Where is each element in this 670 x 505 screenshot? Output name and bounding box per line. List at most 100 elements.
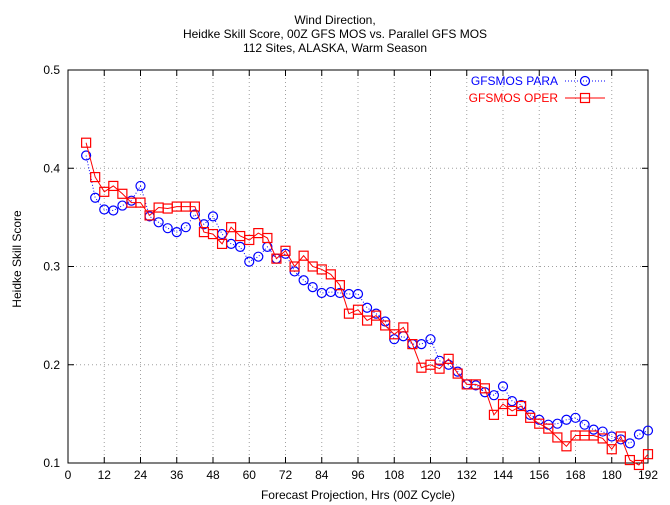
data-point-para: [624, 438, 635, 449]
data-point-para: [343, 288, 355, 300]
data-point-oper: [606, 444, 617, 455]
data-point-oper: [561, 441, 572, 452]
y-tick-label: 0.2: [43, 358, 60, 372]
legend-marker-para: [579, 75, 591, 87]
data-point-para: [135, 180, 146, 192]
data-point-oper: [352, 304, 364, 315]
chart-title-line-1: Wind Direction,: [294, 13, 376, 27]
data-point-oper: [633, 459, 645, 471]
data-point-para: [180, 222, 191, 233]
data-point-para: [488, 390, 500, 401]
data-point-para: [588, 424, 599, 435]
data-point-para: [642, 425, 654, 436]
y-axis-label: Heidke Skill Score: [10, 210, 24, 308]
data-point-para: [552, 418, 563, 429]
data-point-oper: [271, 253, 282, 264]
data-point-oper: [479, 383, 490, 394]
data-point-para: [207, 211, 219, 222]
data-point-oper: [434, 363, 445, 374]
x-tick-label: 72: [279, 468, 293, 482]
x-tick-label: 24: [134, 468, 148, 482]
data-point-oper: [497, 398, 509, 410]
y-tick-label: 0.1: [43, 456, 60, 470]
data-point-oper: [108, 180, 119, 192]
data-point-oper: [325, 269, 336, 280]
data-point-oper: [516, 400, 527, 412]
data-point-oper: [615, 431, 626, 442]
x-tick-label: 96: [351, 468, 365, 482]
chart-title-line-2: Heidke Skill Score, 00Z GFS MOS vs. Para…: [182, 27, 488, 41]
legend-label-para: GFSMOS PARA: [470, 74, 558, 88]
data-point-para: [316, 287, 327, 299]
data-point-oper: [135, 197, 146, 208]
data-point-oper: [443, 353, 454, 364]
x-tick-label: 192: [638, 468, 658, 482]
data-point-para: [361, 302, 373, 313]
data-point-oper: [525, 412, 536, 423]
data-point-para: [633, 429, 645, 440]
x-tick-label: 180: [602, 468, 622, 482]
data-point-oper: [597, 433, 608, 444]
y-tick-label: 0.3: [43, 260, 60, 274]
x-tick-label: 48: [206, 468, 220, 482]
data-point-para: [81, 150, 92, 161]
data-point-oper: [144, 210, 155, 221]
data-point-para: [235, 241, 246, 252]
data-point-oper: [289, 261, 300, 272]
data-point-oper: [452, 368, 463, 379]
data-point-oper: [117, 188, 128, 199]
chart-title-line-3: 112 Sites, ALASKA, Warm Season: [242, 41, 428, 55]
x-tick-label: 120: [420, 468, 440, 482]
data-point-para: [497, 381, 509, 392]
data-point-para: [171, 227, 182, 238]
x-tick-label: 132: [457, 468, 477, 482]
data-point-oper: [216, 238, 228, 250]
data-point-oper: [407, 339, 418, 350]
data-point-para: [298, 275, 309, 286]
series-line-para: [85, 155, 649, 444]
data-point-oper: [380, 320, 391, 331]
x-tick-label: 156: [529, 468, 549, 482]
data-point-oper: [189, 201, 200, 212]
x-tick-label: 108: [384, 468, 404, 482]
data-point-para: [416, 339, 427, 350]
data-point-oper: [207, 228, 219, 240]
x-tick-label: 36: [170, 468, 184, 482]
data-point-oper: [298, 250, 309, 261]
data-point-oper: [226, 222, 237, 233]
y-tick-label: 0.5: [43, 63, 60, 77]
data-point-oper: [280, 245, 291, 256]
data-point-oper: [81, 137, 92, 148]
data-point-para: [325, 286, 336, 298]
data-point-oper: [244, 234, 255, 246]
legend-marker-oper: [579, 92, 591, 104]
x-tick-label: 84: [315, 468, 329, 482]
data-point-oper: [371, 310, 382, 321]
x-tick-label: 12: [98, 468, 112, 482]
data-point-para: [244, 256, 255, 267]
data-point-para: [253, 251, 264, 262]
data-point-para: [425, 334, 436, 345]
x-tick-label: 168: [565, 468, 585, 482]
x-tick-label: 60: [243, 468, 257, 482]
data-point-oper: [398, 322, 409, 333]
data-point-para: [117, 200, 128, 211]
data-point-oper: [642, 449, 654, 460]
x-axis-label: Forecast Projection, Hrs (00Z Cycle): [260, 488, 456, 502]
data-point-para: [162, 223, 173, 234]
series-line-oper: [85, 142, 649, 466]
data-point-para: [198, 219, 210, 230]
data-point-oper: [389, 329, 400, 340]
data-point-oper: [552, 432, 563, 443]
data-point-para: [307, 282, 318, 293]
data-point-oper: [90, 171, 101, 183]
data-point-para: [226, 238, 237, 250]
data-point-para: [597, 426, 608, 437]
data-point-oper: [334, 280, 345, 291]
data-point-para: [108, 205, 119, 216]
legend-label-oper: GFSMOS OPER: [468, 91, 558, 105]
data-point-para: [570, 412, 581, 423]
data-point-oper: [488, 409, 500, 420]
data-point-oper: [262, 232, 273, 244]
